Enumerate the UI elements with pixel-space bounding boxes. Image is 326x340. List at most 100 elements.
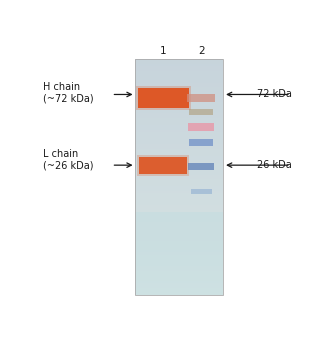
Bar xyxy=(136,273,223,276)
Bar xyxy=(136,99,223,102)
Bar xyxy=(136,285,223,288)
Bar xyxy=(136,240,223,243)
Bar xyxy=(136,243,223,245)
Bar xyxy=(136,115,223,118)
Bar xyxy=(136,248,223,250)
Bar xyxy=(136,269,223,271)
Bar xyxy=(136,127,223,130)
Bar xyxy=(136,137,223,139)
Bar xyxy=(136,224,223,226)
Bar xyxy=(136,254,223,257)
Bar xyxy=(136,158,223,160)
Bar xyxy=(136,172,223,174)
Bar xyxy=(189,109,213,115)
Bar xyxy=(136,160,223,163)
Bar xyxy=(136,163,223,165)
Bar xyxy=(136,130,223,132)
Bar xyxy=(136,66,223,69)
Bar xyxy=(136,236,223,238)
Bar xyxy=(136,97,223,99)
Bar xyxy=(136,193,223,196)
Text: 26 kDa: 26 kDa xyxy=(258,160,292,170)
Text: 2: 2 xyxy=(198,46,204,56)
Bar xyxy=(136,86,191,110)
Bar xyxy=(136,261,223,264)
Bar xyxy=(136,78,223,80)
Bar xyxy=(188,123,214,131)
Bar xyxy=(136,266,223,269)
Bar xyxy=(136,219,223,222)
Bar xyxy=(136,231,223,234)
Bar xyxy=(136,181,223,184)
Bar xyxy=(139,157,187,174)
Bar xyxy=(136,122,223,125)
Bar xyxy=(136,203,223,205)
Bar xyxy=(136,73,223,75)
Bar xyxy=(136,245,223,248)
Bar xyxy=(136,80,223,83)
Bar xyxy=(136,186,223,189)
Bar xyxy=(136,75,223,78)
Bar xyxy=(136,106,223,108)
Bar xyxy=(136,108,223,111)
Bar xyxy=(136,195,223,198)
Bar xyxy=(136,207,223,210)
Bar xyxy=(136,113,223,116)
Bar xyxy=(136,120,223,123)
Text: 72 kDa: 72 kDa xyxy=(257,89,292,100)
Bar xyxy=(136,101,223,104)
Bar xyxy=(136,132,223,135)
Bar xyxy=(136,191,223,193)
Bar xyxy=(136,151,223,153)
Bar xyxy=(136,221,223,224)
Text: 1: 1 xyxy=(160,46,167,56)
Bar xyxy=(136,141,223,144)
Bar xyxy=(136,68,223,71)
Bar xyxy=(136,71,223,73)
Bar xyxy=(136,92,223,95)
Bar xyxy=(136,264,223,267)
Bar xyxy=(136,215,223,217)
Bar xyxy=(137,155,189,176)
Bar xyxy=(136,228,223,231)
Bar xyxy=(187,95,215,102)
Bar xyxy=(136,174,223,177)
Bar xyxy=(188,163,214,170)
Bar xyxy=(136,146,223,149)
Bar xyxy=(136,59,223,62)
Bar xyxy=(136,125,223,128)
Bar xyxy=(136,226,223,229)
Bar xyxy=(136,210,223,212)
Text: L chain
(~26 kDa): L chain (~26 kDa) xyxy=(43,149,94,171)
Bar xyxy=(136,283,223,285)
Bar xyxy=(136,170,223,172)
Bar xyxy=(136,153,223,156)
Bar xyxy=(136,271,223,274)
Bar xyxy=(136,212,223,215)
Bar xyxy=(136,184,223,186)
Bar xyxy=(136,94,223,97)
Bar xyxy=(136,200,223,203)
Bar xyxy=(136,212,223,295)
Text: H chain
(~72 kDa): H chain (~72 kDa) xyxy=(43,82,94,104)
Bar xyxy=(136,64,223,66)
Bar xyxy=(136,167,223,170)
Bar xyxy=(136,87,223,90)
Bar xyxy=(136,148,223,151)
Bar xyxy=(136,177,223,179)
Bar xyxy=(136,217,223,219)
Bar xyxy=(136,259,223,262)
Bar xyxy=(136,287,223,290)
Bar xyxy=(136,118,223,120)
Bar xyxy=(136,104,223,106)
Bar xyxy=(136,134,223,137)
Bar xyxy=(136,233,223,236)
Bar xyxy=(136,61,223,64)
Bar xyxy=(136,198,223,201)
Bar xyxy=(136,144,223,146)
Bar xyxy=(136,85,223,87)
Bar xyxy=(136,89,223,92)
Bar xyxy=(136,139,223,141)
Bar xyxy=(136,205,223,207)
Bar xyxy=(136,257,223,259)
